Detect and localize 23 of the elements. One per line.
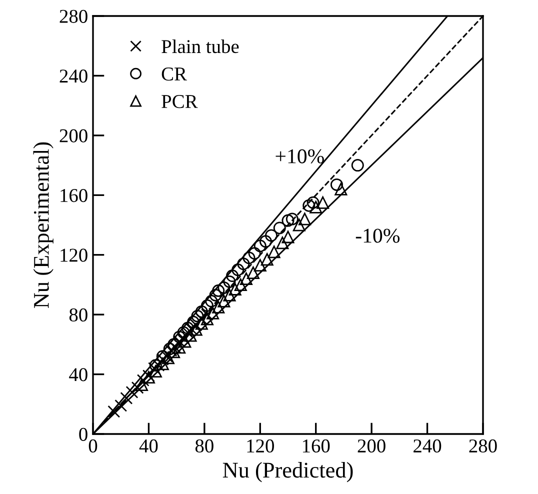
y-tick-label: 120 (60, 248, 88, 262)
x-tick-label: 280 (469, 439, 497, 453)
x-tick-label: 240 (414, 439, 442, 453)
y-tick-label: 40 (69, 368, 88, 382)
legend-label: Plain tube (162, 39, 239, 54)
x-tick-label: 80 (195, 439, 214, 453)
x-tick-label: 0 (88, 439, 98, 453)
y-tick-label: 240 (60, 70, 88, 83)
y-tick-label: 0 (79, 428, 88, 441)
x-axis-title: Nu (Predicted) (222, 462, 353, 482)
x-tick-label: 120 (247, 439, 274, 453)
x-tick-label: 200 (358, 439, 386, 453)
y-tick-label: 200 (60, 129, 88, 142)
x-tick-label: 40 (139, 439, 158, 453)
y-tick-label: 160 (60, 188, 88, 202)
y-axis-title: Nu (Experimental) (33, 142, 54, 308)
annotation: +10% (276, 149, 324, 164)
annotation: -10% (356, 228, 400, 243)
legend-label: PCR (162, 95, 198, 108)
legend-label: CR (162, 68, 187, 81)
y-tick-label: 280 (60, 10, 88, 23)
y-tick-label: 80 (69, 308, 88, 322)
x-tick-label: 160 (302, 439, 330, 453)
